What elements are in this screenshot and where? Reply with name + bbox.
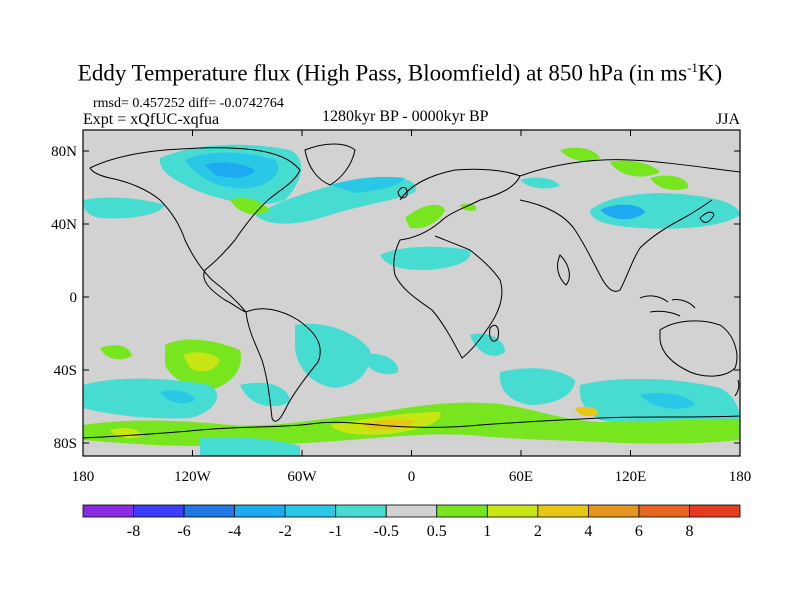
colorbar-swatch: [689, 504, 741, 518]
title-tail: K): [697, 60, 723, 86]
colorbar-swatch: [234, 504, 286, 518]
anomaly-field: [83, 144, 740, 456]
colorbar-swatch: [486, 504, 539, 518]
longitude-axis: 180 120W 60W 0 60E 120E 180: [72, 130, 752, 485]
colorbar-label: -6: [177, 523, 190, 540]
colorbar-swatch: [335, 504, 387, 518]
lon-tick-label: 60E: [509, 469, 533, 485]
lon-tick-label: 0: [408, 469, 416, 485]
colorbar-swatch: [133, 504, 185, 518]
colorbar-swatch: [284, 504, 337, 518]
lon-tick-label: 120W: [174, 469, 212, 485]
plot-title: Eddy Temperature flux (High Pass, Bloomf…: [0, 60, 800, 87]
colorbar-label: -1: [329, 523, 342, 540]
colorbar-swatch: [587, 504, 640, 518]
period-label: 1280kyr BP - 0000kyr BP: [322, 108, 489, 125]
stats-label: rmsd= 0.457252 diff= -0.0742764: [93, 96, 284, 111]
colorbar-label: -2: [278, 523, 291, 540]
colorbar-label: 8: [685, 523, 693, 540]
colorbar-label: 1: [483, 523, 491, 540]
colorbar-swatch: [183, 504, 236, 518]
colorbar-label: -4: [228, 523, 241, 540]
lat-tick-label: 0: [70, 290, 78, 306]
lon-tick-label: 120E: [615, 469, 647, 485]
colorbar-label: -0.5: [374, 523, 399, 540]
season-label: JJA: [716, 111, 741, 128]
colorbar: -8 -6 -4 -2 -1 -0.5 0.5 1 2 4 6 8: [82, 504, 741, 540]
colorbar-swatch: [638, 504, 690, 518]
colorbar-swatch: [82, 504, 134, 518]
colorbar-swatch: [537, 504, 589, 518]
colorbar-label: 6: [635, 523, 643, 540]
latitude-axis: 80N 40N 0 40S 80S: [51, 144, 740, 452]
experiment-label: Expt = xQfUC-xqfua: [83, 111, 220, 128]
colorbar-label: -8: [127, 523, 140, 540]
lon-tick-label: 180: [729, 469, 752, 485]
colorbar-label: 0.5: [427, 523, 447, 540]
title-superscript: -1: [687, 60, 698, 75]
lon-tick-label: 180: [72, 469, 95, 485]
title-text: Eddy Temperature flux (High Pass, Bloomf…: [77, 60, 688, 86]
lat-tick-label: 80N: [51, 144, 77, 160]
colorbar-swatch: [385, 504, 438, 518]
colorbar-swatch: [436, 504, 488, 518]
lat-tick-label: 40S: [54, 363, 77, 379]
colorbar-label: 2: [534, 523, 542, 540]
lon-tick-label: 60W: [287, 469, 317, 485]
colorbar-label: 4: [584, 523, 592, 540]
coastlines: [83, 143, 740, 439]
lat-tick-label: 80S: [54, 436, 77, 452]
lat-tick-label: 40N: [51, 217, 77, 233]
